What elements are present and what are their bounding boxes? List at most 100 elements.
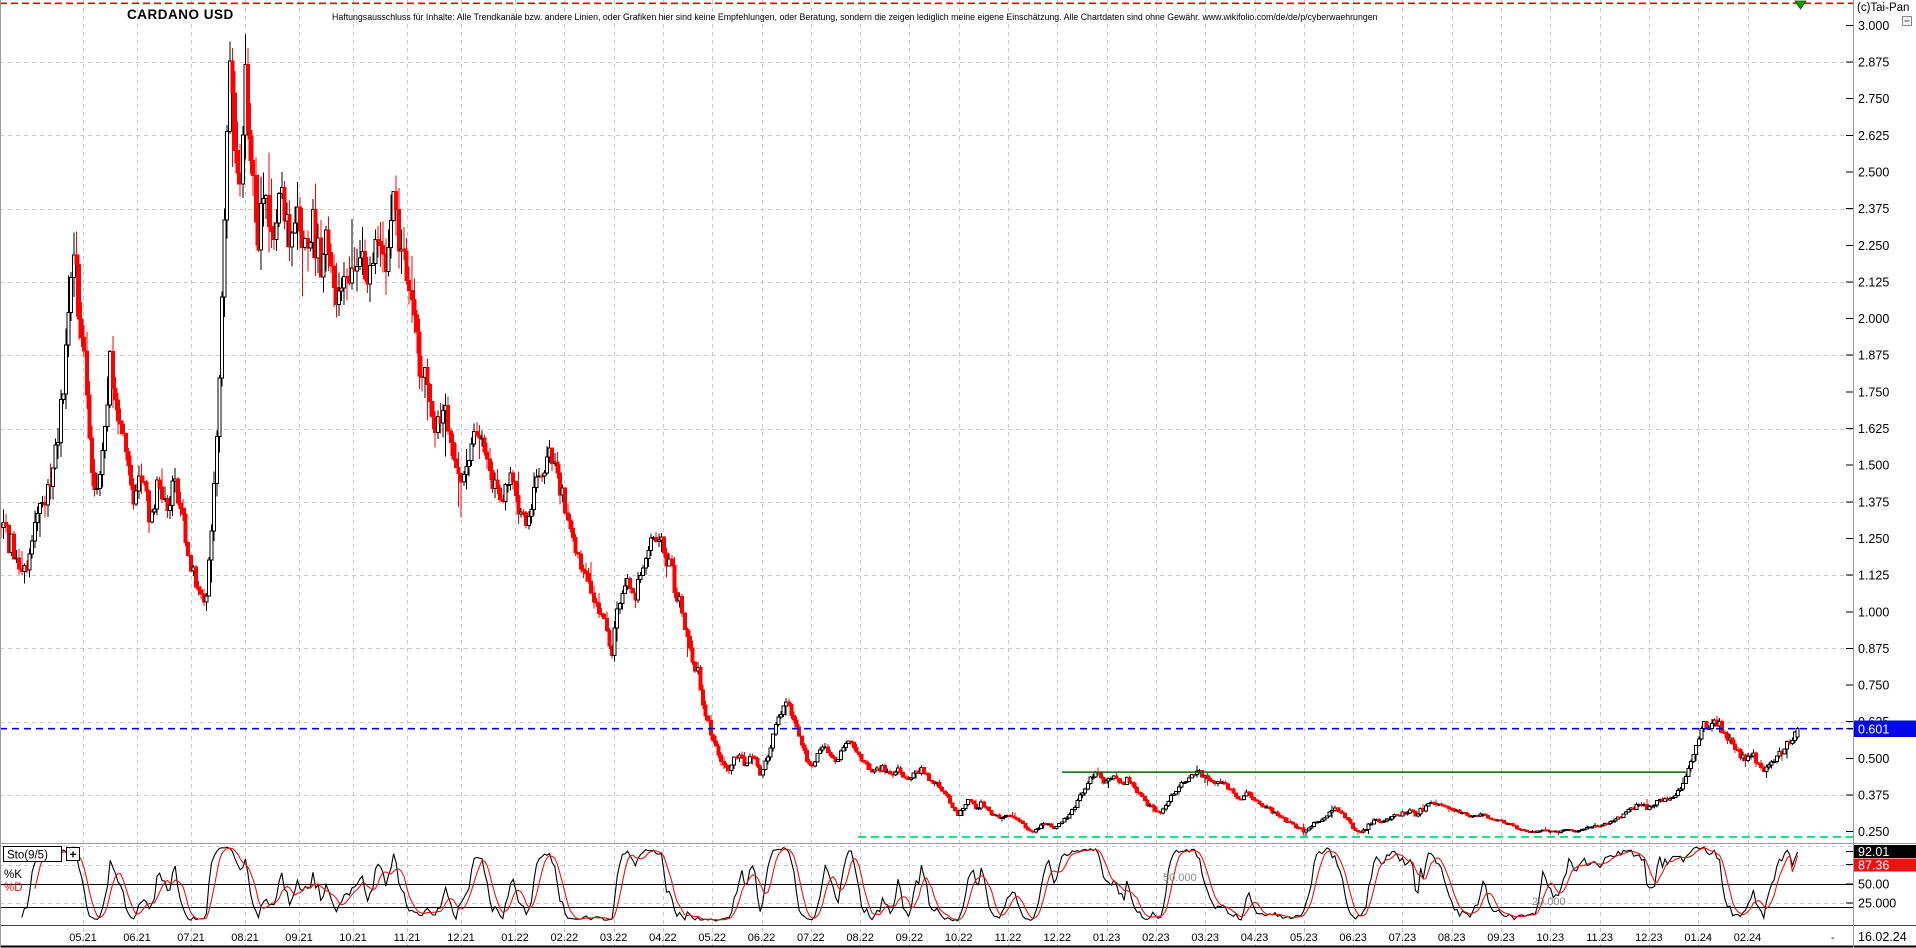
candle-body bbox=[620, 592, 625, 604]
candle-body bbox=[1371, 819, 1376, 825]
candle-body bbox=[157, 479, 162, 488]
candle-body bbox=[100, 449, 105, 475]
candle-body bbox=[394, 190, 399, 211]
candle-body bbox=[144, 481, 149, 492]
candle-body bbox=[474, 431, 479, 436]
collapse-axis-button[interactable] bbox=[1902, 16, 1912, 26]
candle-body bbox=[1730, 737, 1735, 745]
price-tick-label: 2.625 bbox=[1858, 129, 1889, 143]
candle-body bbox=[183, 513, 188, 543]
month-label: 09.22 bbox=[896, 932, 924, 944]
candle-body bbox=[84, 350, 89, 396]
candle-body bbox=[425, 367, 430, 385]
month-label: 07.21 bbox=[177, 932, 205, 944]
candle-body bbox=[45, 483, 50, 506]
candle-body bbox=[1114, 775, 1119, 779]
stochastic-d-tag: 87.36 bbox=[1846, 858, 1916, 873]
candle-body bbox=[792, 714, 796, 721]
candle-body bbox=[87, 394, 92, 439]
month-label: 04.23 bbox=[1241, 932, 1269, 944]
candle-body bbox=[1184, 780, 1189, 784]
candle-body bbox=[1101, 776, 1106, 784]
sell-marker-icon bbox=[1794, 0, 1807, 10]
candle-body bbox=[12, 533, 16, 560]
candle-body bbox=[32, 521, 37, 542]
month-label: 10.23 bbox=[1537, 932, 1565, 944]
candle-body bbox=[506, 484, 510, 487]
candle-body bbox=[1140, 793, 1145, 797]
candle-body bbox=[207, 559, 211, 597]
candle-body bbox=[269, 226, 274, 233]
candle-body bbox=[1746, 756, 1751, 762]
month-label: 03.22 bbox=[600, 932, 628, 944]
candle-body bbox=[149, 511, 154, 523]
candle-body bbox=[477, 434, 482, 439]
candle-body bbox=[789, 704, 794, 716]
chart-title: CARDANO USD bbox=[127, 7, 234, 22]
candle-body bbox=[604, 617, 609, 631]
candle-body bbox=[1304, 829, 1309, 833]
candle-body bbox=[841, 746, 846, 752]
month-label: 08.22 bbox=[846, 932, 874, 944]
candle-body bbox=[503, 484, 508, 503]
candle-body bbox=[292, 222, 297, 234]
candle-body bbox=[1678, 788, 1683, 792]
candle-body bbox=[209, 530, 214, 561]
candle-body bbox=[747, 756, 752, 764]
candle-body bbox=[1127, 777, 1132, 783]
candle-body bbox=[378, 241, 383, 246]
candle-body bbox=[901, 772, 906, 778]
month-label: 11.21 bbox=[394, 932, 421, 944]
candle-body bbox=[71, 254, 76, 278]
month-label: 02.22 bbox=[551, 932, 579, 944]
month-label: 07.23 bbox=[1389, 932, 1417, 944]
candle-body bbox=[714, 740, 718, 747]
candle-body bbox=[1018, 819, 1023, 823]
candle-body bbox=[376, 238, 380, 243]
candle-body bbox=[259, 202, 263, 251]
stochastic-legend: Sto(9/5) bbox=[3, 846, 62, 862]
candle-body bbox=[147, 490, 152, 523]
candle-body bbox=[1621, 813, 1626, 819]
candle-body bbox=[1754, 752, 1758, 764]
candle-body bbox=[581, 568, 586, 572]
candle-body bbox=[690, 647, 695, 663]
candle-body bbox=[1270, 808, 1275, 814]
candle-body bbox=[1722, 731, 1727, 735]
stochastic-d-label: %D bbox=[4, 882, 23, 894]
candle-body bbox=[812, 761, 817, 767]
candle-body bbox=[1522, 828, 1527, 832]
candle-body bbox=[740, 754, 744, 758]
candle-body bbox=[1117, 777, 1121, 783]
candle-body bbox=[472, 431, 477, 445]
stochastic-add-button[interactable]: + bbox=[66, 847, 80, 862]
price-tick-label: 1.000 bbox=[1858, 605, 1889, 619]
candle-body bbox=[682, 612, 687, 631]
candle-body bbox=[1330, 809, 1335, 813]
candle-body bbox=[771, 733, 776, 749]
candle-body bbox=[344, 276, 349, 280]
candle-body bbox=[1611, 820, 1615, 823]
candle-body bbox=[942, 790, 947, 795]
candle-body bbox=[1023, 822, 1028, 829]
candle-body bbox=[64, 344, 68, 395]
candle-body bbox=[862, 760, 867, 763]
candle-body bbox=[638, 575, 643, 581]
candle-body bbox=[1769, 761, 1774, 766]
candle-body bbox=[261, 197, 266, 204]
candle-body bbox=[178, 502, 183, 510]
stochastic-level-label-20: 20.000 bbox=[1532, 896, 1566, 908]
candle-body bbox=[386, 246, 391, 272]
candle-body bbox=[1070, 808, 1075, 815]
candle-body bbox=[1137, 791, 1142, 795]
candle-body bbox=[1351, 822, 1355, 829]
candle-body bbox=[708, 719, 713, 736]
candle-body bbox=[308, 242, 313, 249]
candle-body bbox=[370, 263, 375, 267]
candle-body bbox=[719, 754, 724, 762]
candle-body bbox=[407, 280, 412, 291]
month-label: 02.24 bbox=[1734, 932, 1762, 944]
candle-body bbox=[971, 800, 976, 805]
candle-body bbox=[698, 666, 703, 691]
